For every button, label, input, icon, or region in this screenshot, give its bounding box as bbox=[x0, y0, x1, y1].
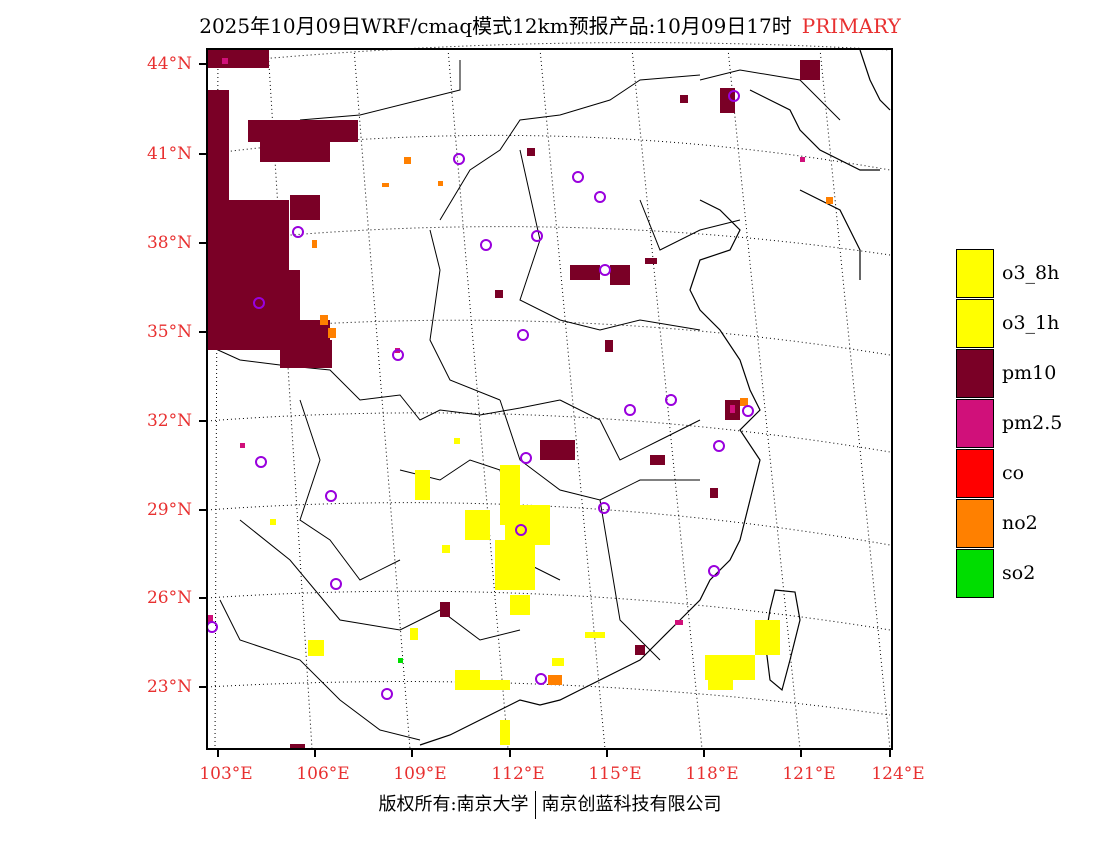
lat-label-23n: 23°N bbox=[146, 677, 192, 697]
lon-label-103e: 103°E bbox=[199, 764, 253, 784]
title-main: 2025年10月09日WRF/cmaq模式12km预报产品:10月09日17时 bbox=[199, 14, 792, 38]
station-markers bbox=[206, 90, 754, 700]
lon-label-109e: 109°E bbox=[393, 764, 447, 784]
lon-label-118e: 118°E bbox=[685, 764, 739, 784]
legend-swatch bbox=[956, 249, 994, 298]
lon-label-115e: 115°E bbox=[588, 764, 642, 784]
legend-swatch bbox=[956, 549, 994, 598]
copyright-footer: 版权所有:南京大学 南京创蓝科技有限公司 bbox=[0, 790, 1100, 819]
title-primary: PRIMARY bbox=[801, 14, 901, 38]
footer-copyright: 版权所有:南京大学 bbox=[378, 794, 529, 815]
coastline bbox=[419, 49, 891, 746]
so2-areas bbox=[398, 658, 403, 663]
map-title: 2025年10月09日WRF/cmaq模式12km预报产品:10月09日17时 P… bbox=[0, 10, 1100, 39]
lat-label-26n: 26°N bbox=[146, 588, 192, 608]
o3-areas bbox=[270, 438, 780, 745]
lat-label-32n: 32°N bbox=[146, 411, 192, 431]
lat-label-35n: 35°N bbox=[146, 322, 192, 342]
legend-swatch bbox=[956, 349, 994, 398]
legend-label: pm2.5 bbox=[1002, 412, 1063, 434]
legend-label: o3_8h bbox=[1002, 262, 1060, 284]
lat-label-29n: 29°N bbox=[146, 500, 192, 520]
legend-label: so2 bbox=[1002, 562, 1036, 584]
footer-separator bbox=[534, 791, 536, 819]
legend-label: no2 bbox=[1002, 512, 1038, 534]
legend-label: co bbox=[1002, 462, 1025, 484]
legend-label: o3_1h bbox=[1002, 312, 1060, 334]
lat-label-44n: 44°N bbox=[146, 54, 192, 74]
no2-areas bbox=[312, 157, 833, 685]
legend-swatch bbox=[956, 399, 994, 448]
province-boundaries bbox=[206, 60, 841, 741]
legend-swatch bbox=[956, 499, 994, 548]
legend-swatch bbox=[956, 299, 994, 348]
footer-company: 南京创蓝科技有限公司 bbox=[541, 794, 722, 815]
axis-ticks bbox=[199, 63, 891, 757]
lat-label-38n: 38°N bbox=[146, 233, 192, 253]
map-frame bbox=[206, 48, 893, 750]
legend-swatch bbox=[956, 449, 994, 498]
lon-label-124e: 124°E bbox=[871, 764, 925, 784]
lon-label-112e: 112°E bbox=[491, 764, 545, 784]
lat-label-41n: 41°N bbox=[146, 144, 192, 164]
legend-label: pm10 bbox=[1002, 362, 1057, 384]
pm10-areas bbox=[207, 50, 820, 749]
lon-label-121e: 121°E bbox=[782, 764, 836, 784]
lon-label-106e: 106°E bbox=[296, 764, 350, 784]
